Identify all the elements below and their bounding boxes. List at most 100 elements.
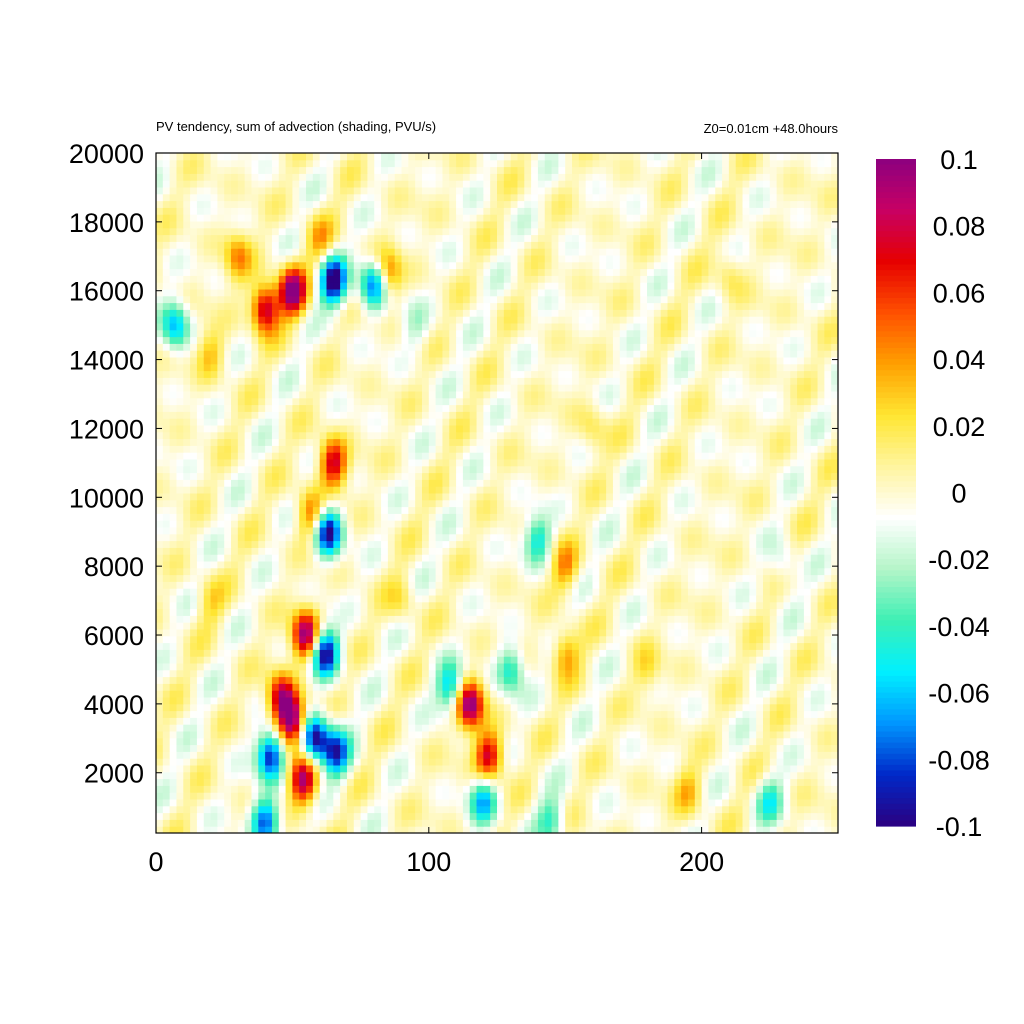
heatmap-cell — [756, 731, 764, 739]
heatmap-cell — [626, 588, 634, 596]
heatmap-cell — [312, 615, 321, 623]
heatmap-cell — [783, 493, 791, 501]
heatmap-cell — [367, 520, 375, 528]
heatmap-cell — [346, 703, 355, 712]
heatmap-cell — [633, 792, 641, 800]
heatmap-cell — [258, 635, 266, 644]
heatmap-cell — [756, 690, 764, 698]
heatmap-cell — [312, 595, 321, 603]
heatmap-cell — [769, 799, 778, 807]
heatmap-cell — [156, 697, 164, 705]
heatmap-cell — [340, 765, 348, 773]
heatmap-cell — [299, 676, 307, 684]
heatmap-cell — [190, 540, 198, 548]
heatmap-cell — [708, 635, 716, 644]
heatmap-cell — [694, 724, 703, 732]
heatmap-cell — [797, 690, 805, 698]
heatmap-cell — [619, 567, 628, 576]
heatmap-cell — [306, 581, 314, 589]
heatmap-cell — [169, 608, 177, 616]
heatmap-cell — [285, 744, 293, 752]
heatmap-cell — [831, 792, 839, 800]
heatmap-cell — [756, 819, 764, 827]
heatmap-cell — [544, 493, 553, 501]
heatmap-cell — [578, 588, 587, 596]
heatmap-cell — [817, 724, 825, 732]
heatmap-cell — [387, 622, 396, 630]
heatmap-cell — [319, 622, 327, 630]
heatmap-cell — [196, 744, 205, 752]
heatmap-cell — [401, 690, 409, 698]
heatmap-cell — [251, 527, 259, 535]
heatmap-cell — [244, 513, 252, 521]
heatmap-cell — [346, 520, 355, 528]
heatmap-cell — [265, 540, 273, 548]
heatmap-cell — [797, 601, 805, 610]
heatmap-cell — [346, 717, 355, 725]
heatmap-cell — [606, 663, 614, 671]
heatmap-cell — [408, 499, 416, 508]
heatmap-cell — [374, 567, 382, 576]
heatmap-cell — [612, 663, 621, 671]
heatmap-cell — [824, 703, 832, 712]
heatmap-cell — [687, 676, 696, 684]
heatmap-cell — [169, 676, 177, 684]
heatmap-cell — [619, 642, 628, 650]
heatmap-cell — [524, 799, 532, 807]
heatmap-cell — [265, 595, 273, 603]
heatmap-cell — [469, 493, 478, 501]
heatmap-cell — [203, 771, 212, 780]
heatmap-cell — [258, 819, 266, 827]
heatmap-cell — [640, 771, 648, 780]
heatmap-cell — [653, 676, 662, 684]
heatmap-cell — [756, 513, 764, 521]
heatmap-cell — [265, 717, 273, 725]
heatmap-cell — [762, 615, 771, 623]
heatmap-cell — [701, 676, 709, 684]
heatmap-cell — [653, 642, 662, 650]
heatmap-cell — [203, 554, 212, 562]
heatmap-cell — [722, 703, 730, 712]
heatmap-cell — [524, 635, 532, 644]
heatmap-cell — [190, 547, 198, 555]
heatmap-cell — [360, 785, 368, 793]
heatmap-cell — [251, 676, 259, 684]
heatmap-cell — [769, 826, 778, 834]
heatmap-cell — [449, 785, 457, 793]
heatmap-cell — [612, 629, 621, 637]
heatmap-cell — [196, 826, 205, 834]
heatmap-cell — [244, 533, 252, 542]
heatmap-cell — [312, 697, 321, 705]
heatmap-cell — [715, 574, 723, 582]
heatmap-cell — [762, 608, 771, 616]
heatmap-cell — [244, 642, 252, 650]
heatmap-cell — [292, 513, 300, 521]
heatmap-cell — [701, 554, 709, 562]
heatmap-cell — [244, 669, 252, 678]
heatmap-cell — [497, 520, 505, 528]
heatmap-cell — [749, 635, 757, 644]
heatmap-cell — [783, 785, 791, 793]
heatmap-cell — [333, 615, 341, 623]
heatmap-cell — [483, 744, 491, 752]
heatmap-cell — [326, 724, 334, 732]
heatmap-cell — [169, 724, 177, 732]
heatmap-cell — [483, 540, 491, 548]
heatmap-cell — [537, 642, 546, 650]
heatmap-cell — [353, 703, 362, 712]
heatmap-cell — [503, 737, 512, 746]
heatmap-cell — [415, 758, 423, 766]
heatmap-cell — [565, 561, 573, 569]
heatmap-cell — [776, 493, 784, 501]
heatmap-cell — [401, 731, 409, 739]
heatmap-cell — [803, 649, 812, 657]
heatmap-cell — [803, 690, 812, 698]
heatmap-cell — [387, 588, 396, 596]
heatmap-cell — [681, 629, 689, 637]
heatmap-cell — [578, 615, 587, 623]
heatmap-cell — [701, 608, 709, 616]
heatmap-cell — [381, 554, 389, 562]
heatmap-cell — [797, 710, 805, 718]
heatmap-cell — [346, 533, 355, 542]
heatmap-cell — [776, 540, 784, 548]
